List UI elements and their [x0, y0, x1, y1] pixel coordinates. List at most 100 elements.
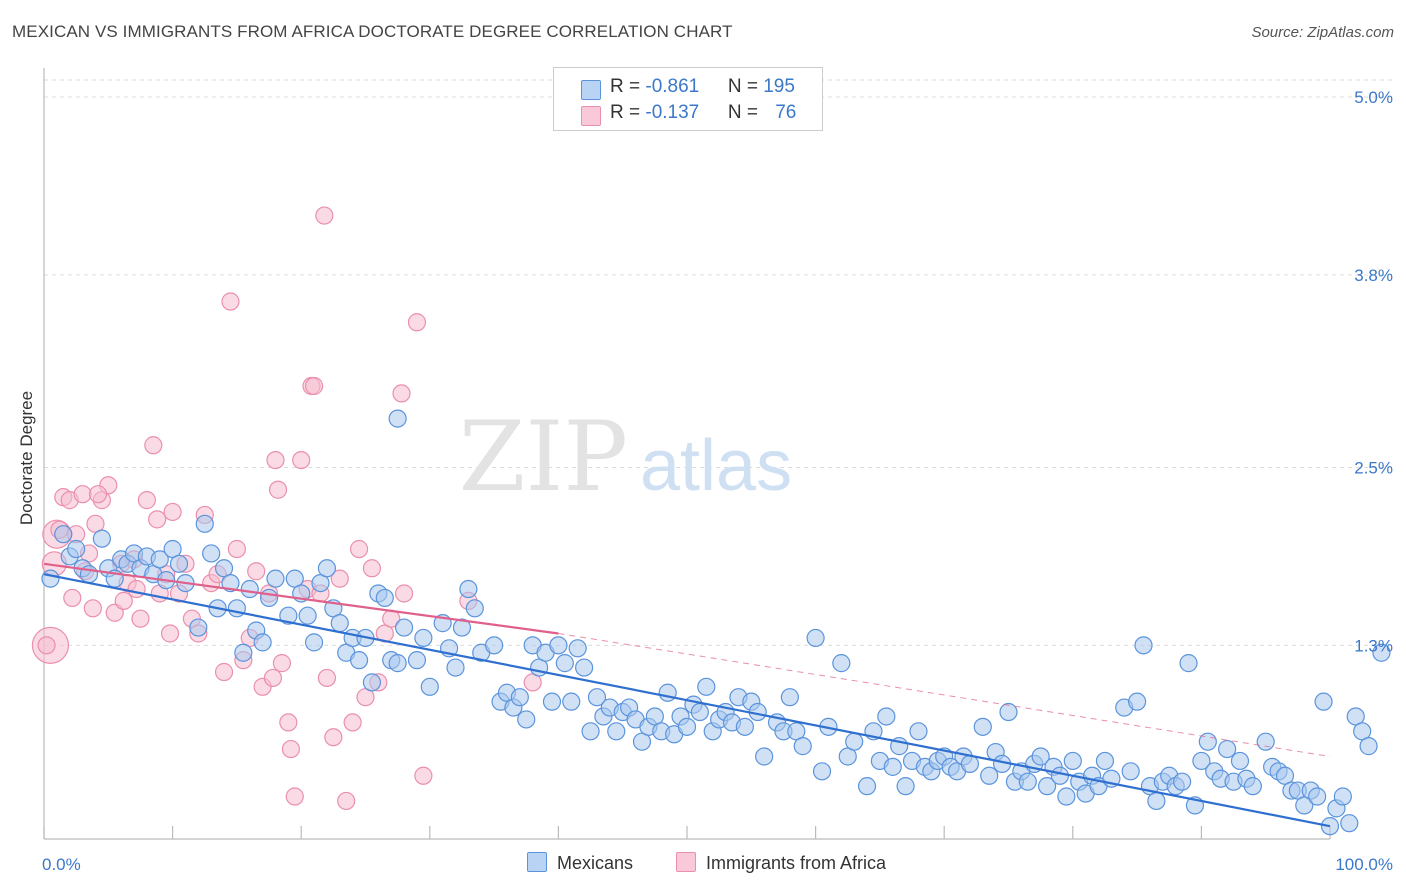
data-point	[202, 544, 221, 563]
data-point	[263, 668, 283, 688]
data-point	[980, 766, 999, 785]
data-point	[272, 654, 292, 673]
data-point	[690, 702, 709, 722]
bottom-swatch-pink	[676, 852, 696, 872]
x-tick-label-min: 0.0%	[42, 855, 81, 874]
data-point	[253, 633, 272, 652]
data-point	[459, 579, 478, 599]
data-point	[266, 569, 285, 588]
data-point	[330, 614, 349, 633]
data-point	[195, 514, 214, 533]
data-point	[285, 787, 304, 806]
data-point	[330, 569, 349, 588]
data-point	[73, 485, 92, 504]
data-point	[304, 633, 324, 652]
data-point	[1127, 692, 1147, 711]
legend-n-value: 195	[763, 76, 795, 97]
data-point	[420, 677, 439, 696]
data-point	[37, 636, 56, 655]
data-point	[234, 643, 253, 662]
data-point	[832, 654, 851, 673]
data-point	[266, 450, 285, 470]
data-point	[485, 636, 504, 655]
data-point	[279, 713, 298, 732]
data-point	[1256, 732, 1275, 751]
data-point	[1192, 751, 1211, 771]
y-tick-label: 1.3%	[1354, 636, 1393, 655]
watermark: ZIP atlas	[459, 401, 792, 513]
data-point	[1121, 762, 1140, 781]
data-point	[896, 777, 915, 796]
data-point	[1314, 692, 1333, 711]
data-point	[304, 376, 324, 396]
data-point	[214, 662, 234, 682]
data-point	[114, 591, 133, 610]
data-point	[268, 480, 288, 499]
data-point	[1057, 787, 1076, 806]
data-point	[960, 754, 980, 774]
bottom-legend-africa[interactable]: Immigrants from Africa	[676, 852, 886, 874]
data-point	[394, 584, 414, 603]
data-point	[392, 384, 411, 403]
chart-title: MEXICAN VS IMMIGRANTS FROM AFRICA DOCTOR…	[12, 22, 733, 41]
legend-r-label: R =	[610, 102, 646, 123]
africa-trend-extension	[558, 632, 1331, 757]
data-point	[298, 606, 317, 625]
data-point	[1134, 636, 1153, 655]
data-point	[1147, 791, 1166, 811]
data-point	[127, 579, 146, 599]
data-point	[999, 702, 1018, 722]
data-point	[806, 628, 825, 648]
data-point	[697, 677, 716, 696]
data-point	[1243, 777, 1262, 796]
data-point	[317, 668, 337, 688]
data-point	[446, 658, 465, 677]
data-point	[658, 683, 677, 702]
data-point	[343, 713, 362, 732]
y-tick-label: 3.8%	[1354, 266, 1393, 285]
data-point	[575, 658, 594, 677]
data-point	[755, 747, 774, 766]
data-point	[388, 654, 407, 673]
data-point	[1333, 787, 1352, 806]
data-point	[452, 618, 472, 637]
data-point	[562, 692, 581, 711]
data-point	[349, 651, 369, 670]
bottom-legend-label: Immigrants from Africa	[706, 853, 887, 873]
data-point	[542, 692, 562, 711]
data-point	[414, 766, 433, 785]
data-point	[54, 525, 73, 544]
data-point	[1359, 737, 1378, 756]
data-point	[1308, 787, 1327, 806]
data-point	[163, 502, 182, 522]
blue-points	[41, 409, 1391, 836]
data-point	[677, 717, 697, 736]
data-point	[780, 688, 799, 707]
data-point	[1063, 751, 1082, 771]
legend-n-value: 76	[775, 102, 797, 123]
data-point	[1173, 772, 1192, 791]
africa-trend-line	[43, 562, 559, 635]
data-point	[549, 636, 568, 655]
data-point	[735, 717, 754, 736]
data-point	[227, 539, 246, 559]
data-point	[581, 722, 600, 741]
legend-n-label: N =	[727, 102, 764, 123]
data-point	[1179, 654, 1198, 673]
data-point	[877, 707, 896, 726]
data-point	[362, 673, 382, 692]
data-point	[362, 559, 382, 578]
data-point	[221, 573, 240, 593]
data-point	[281, 739, 301, 759]
data-point	[375, 588, 394, 608]
bottom-legend-mexicans[interactable]: Mexicans	[527, 852, 633, 874]
data-point	[465, 599, 484, 618]
data-point	[1037, 777, 1057, 796]
data-point	[388, 409, 407, 428]
data-point	[1031, 747, 1050, 766]
data-point	[240, 579, 259, 599]
data-point	[568, 639, 587, 658]
tick-labels: 1.3% 2.5% 3.8% 5.0% 0.0% 100.0%	[42, 88, 1393, 874]
data-point	[189, 618, 208, 637]
